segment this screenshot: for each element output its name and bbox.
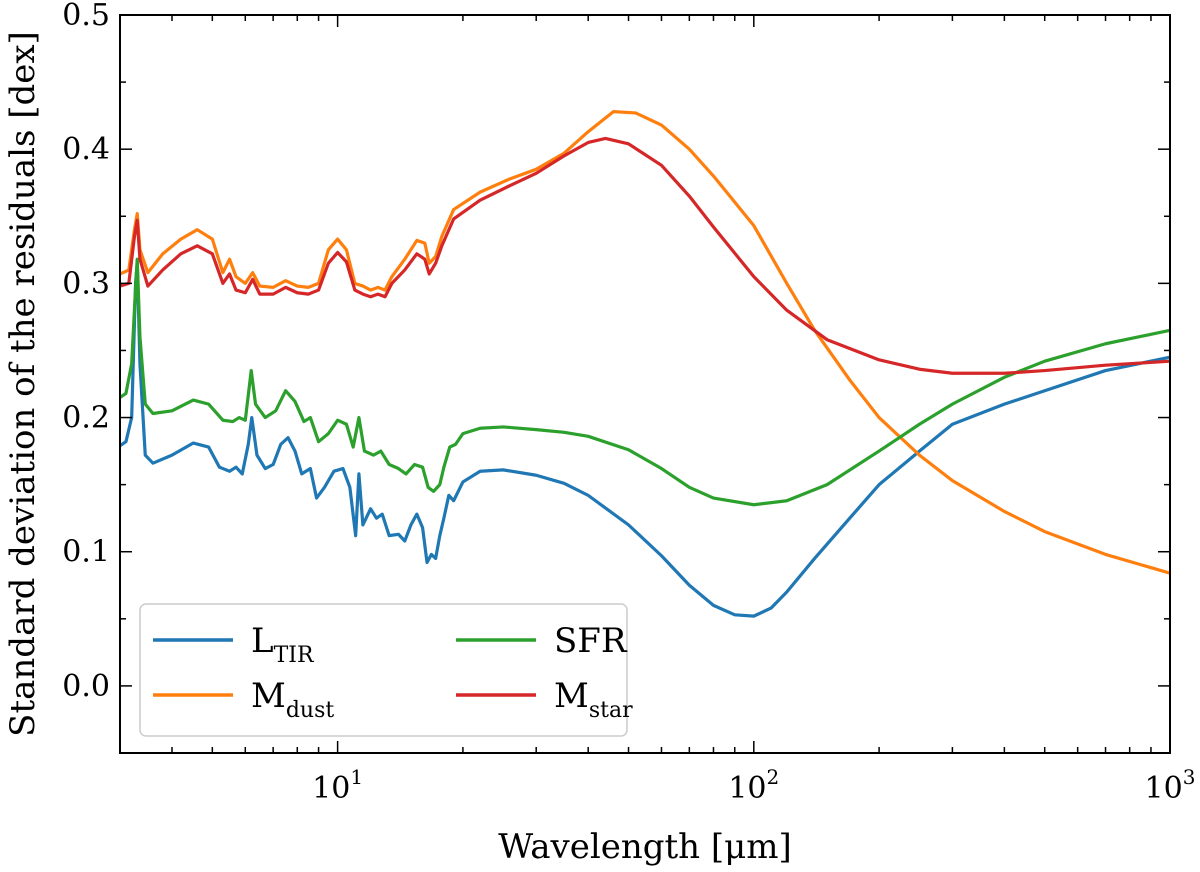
x-tick-exponent: 1 [350, 765, 363, 789]
x-tick-exponent: 3 [1183, 765, 1196, 789]
legend-box [139, 603, 628, 737]
x-tick-label: 101 [312, 765, 363, 806]
legend-label-sfr: SFR [554, 621, 628, 661]
y-tick-label: 0.4 [62, 132, 110, 167]
y-tick-label: 0.3 [62, 266, 110, 301]
x-tick-label: 103 [1145, 765, 1196, 806]
series-line-sfr [119, 257, 1171, 507]
y-tick-label: 0.5 [62, 0, 110, 33]
x-axis-label: Wavelength [μm] [498, 827, 791, 867]
series-layer [119, 110, 1171, 618]
y-tick-label: 0.2 [62, 401, 110, 436]
plot-area [119, 14, 1171, 754]
y-tick-label: 0.0 [62, 669, 110, 704]
y-axis-label: Standard deviation of the residuals [dex… [3, 31, 43, 737]
series-line-mstar [119, 136, 1171, 375]
y-tick-label: 0.1 [62, 535, 110, 570]
legend-subscript-mdust: dust [286, 698, 335, 723]
x-tick-exponent: 2 [767, 765, 780, 789]
x-tick-label: 102 [728, 765, 779, 806]
legend-subscript-ltir: TIR [274, 643, 315, 668]
plot-frame [119, 14, 1171, 754]
legend-subscript-mstar: star [589, 698, 633, 723]
tick-labels: 0.0 0.1 0.2 0.3 0.4 0.5 101 102 103 [62, 0, 1195, 806]
series-line-mdust [119, 110, 1171, 575]
series-line-ltir [119, 261, 1171, 618]
